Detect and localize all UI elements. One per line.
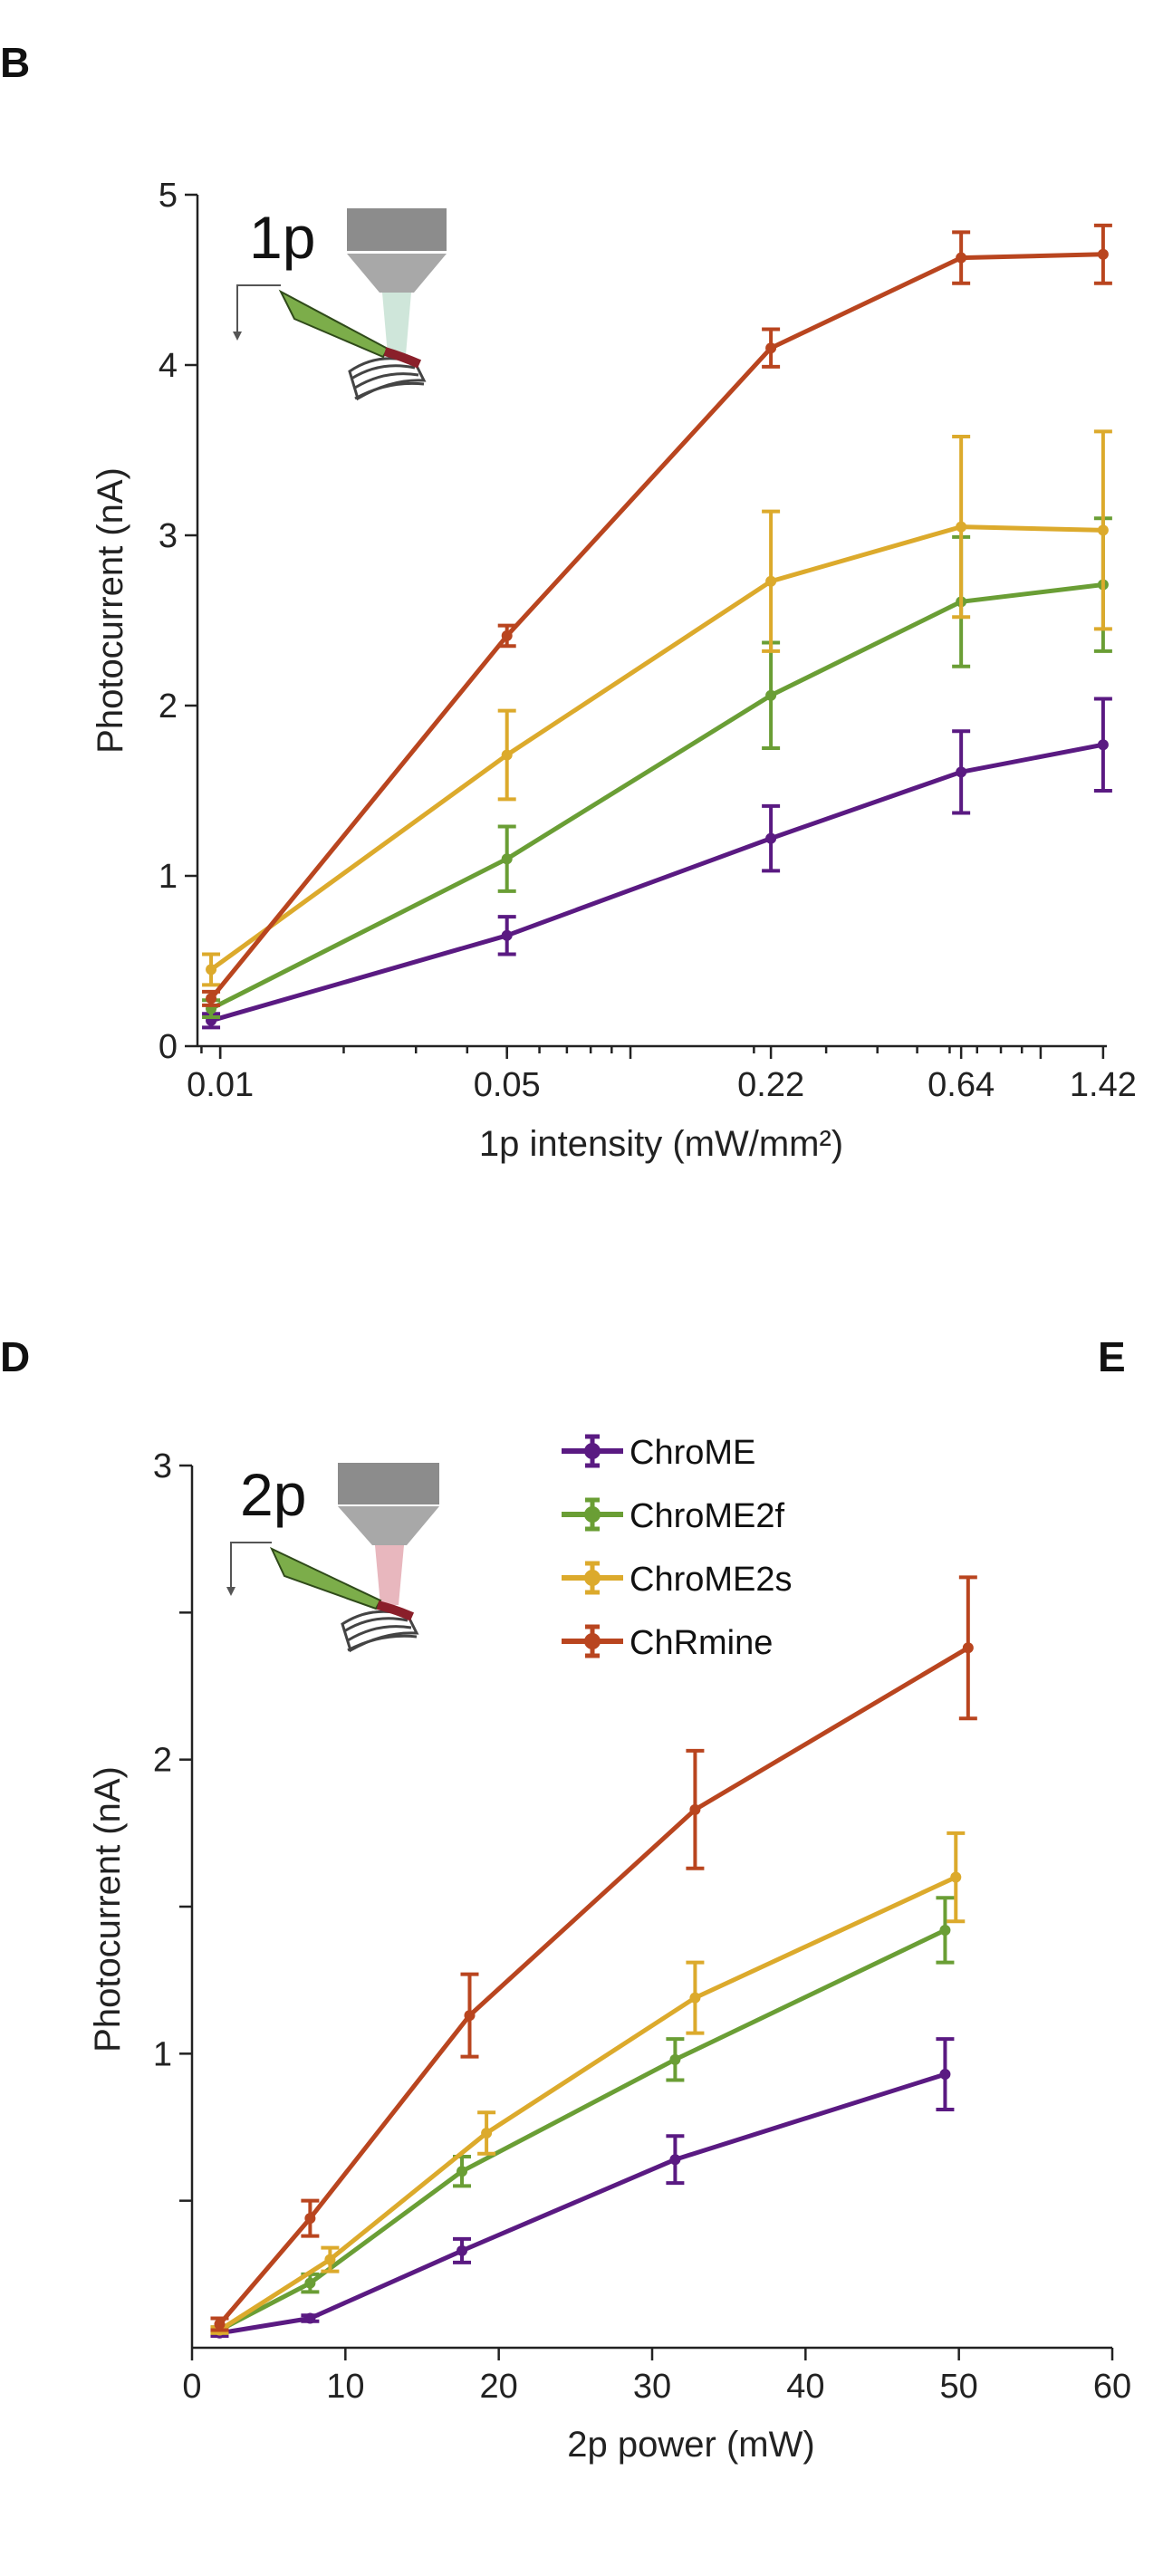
chart-b-inset-label: 1p xyxy=(249,204,315,271)
chart-d-data-point xyxy=(939,2069,951,2081)
chart-b-axes: 0 1 2 3 4 5 0.01 0.05 0.22 0.64 1.42 xyxy=(159,177,1137,1104)
chart-b-series-chrome xyxy=(202,697,1112,1030)
chart-d-inset-label: 2p xyxy=(240,1461,306,1528)
chart-b-x-axis-title: 1p intensity (mW/mm²) xyxy=(479,1124,843,1164)
chart-b-data-point xyxy=(501,929,513,941)
chart-b-series xyxy=(202,223,1112,1030)
chart-b-series-line xyxy=(209,524,1103,972)
chart-b-data-point xyxy=(765,342,777,354)
chart-b-series-line xyxy=(209,252,1103,1000)
chart-d-y-axis-title: Photocurrent (nA) xyxy=(88,1766,128,2052)
legend-label-chrome: ChroME xyxy=(630,1434,755,1472)
chart-d-data-point xyxy=(689,1992,701,2004)
chart-b-data-point xyxy=(956,521,967,533)
chart-b-y-tick-label: 4 xyxy=(159,347,178,385)
chart-d-data-point xyxy=(304,2213,316,2225)
chart-b-y-tick-label: 5 xyxy=(159,177,178,215)
chart-d-x-tick-label: 40 xyxy=(786,2368,824,2406)
chart-d-data-point xyxy=(324,2254,336,2265)
chart-b-x-tick-label: 0.64 xyxy=(928,1066,995,1104)
chart-d-x-axis-title: 2p power (mW) xyxy=(567,2425,814,2465)
panel-letter-e: E xyxy=(1098,1333,1126,1380)
chart-d-data-point xyxy=(457,2244,468,2256)
chart-b-data-point xyxy=(501,630,513,641)
chart-d-data-point xyxy=(689,1803,701,1815)
panel-letter-b: B xyxy=(0,39,30,86)
chart-b: 1p 0 1 2 3 4 5 0.01 0.05 0.22 0.64 1.42 1p intensi… xyxy=(91,177,1137,1164)
chart-d-x-tick-label: 60 xyxy=(1093,2368,1131,2406)
chart-d-series-chrome2s xyxy=(210,1831,966,2336)
slice-icon xyxy=(341,1600,419,1653)
chart-b-data-point xyxy=(501,853,513,865)
chart-b-data-point xyxy=(956,766,967,778)
chart-b-y-tick-label: 0 xyxy=(159,1028,178,1066)
chart-d-inset: 2p xyxy=(226,1461,439,1653)
chart-b-data-point xyxy=(206,964,217,976)
chart-d-legend: ChroME ChroME2f ChroME2s xyxy=(562,1434,793,1662)
pipette-icon xyxy=(226,1542,382,1610)
chart-d-data-point xyxy=(950,1871,962,1883)
chart-b-inset: 1p xyxy=(233,204,447,401)
chart-d-x-tick-label: 30 xyxy=(633,2368,671,2406)
chart-b-data-point xyxy=(765,689,777,701)
chart-d-data-point xyxy=(457,2166,468,2177)
chart-b-data-point xyxy=(765,575,777,587)
chart-b-x-tick-label: 0.22 xyxy=(737,1066,804,1104)
chart-d-series-line xyxy=(217,1646,970,2326)
chart-b-series-chrome2s xyxy=(202,429,1112,987)
chart-b-x-tick-label: 0.01 xyxy=(187,1066,254,1104)
chart-d-y-tick-label: 2 xyxy=(153,1742,172,1780)
chart-b-data-point xyxy=(1097,524,1109,536)
chart-b-data-point xyxy=(1097,248,1109,260)
chart-d-data-point xyxy=(304,2312,316,2324)
chart-d-x-tick-label: 10 xyxy=(326,2368,364,2406)
legend-label-chrome2f: ChroME2f xyxy=(630,1497,784,1535)
legend-item-chrmine: ChRmine xyxy=(562,1624,773,1662)
chart-b-x-tick-label: 0.05 xyxy=(474,1066,541,1104)
chart-d-series-chrmine xyxy=(210,1575,977,2332)
chart-b-series-line xyxy=(209,582,1104,1011)
slice-icon xyxy=(348,347,427,401)
chart-d-data-point xyxy=(481,2127,493,2139)
chart-d-data-point xyxy=(304,2277,316,2289)
chart-d-series-line xyxy=(219,2071,947,2336)
chart-b-series-chrmine xyxy=(202,223,1112,1007)
chart-d-series xyxy=(210,1575,977,2339)
pipette-icon xyxy=(233,284,389,359)
chart-b-y-tick-label: 3 xyxy=(159,517,178,555)
chart-d-data-point xyxy=(464,2010,476,2022)
chart-b-series-line xyxy=(210,742,1104,1024)
chart-b-data-point xyxy=(765,832,777,844)
chart-b-y-tick-label: 2 xyxy=(159,687,178,726)
legend-label-chrmine: ChRmine xyxy=(630,1624,773,1662)
chart-d-data-point xyxy=(214,2319,226,2331)
panel-letter-d: D xyxy=(0,1333,30,1380)
chart-b-data-point xyxy=(206,993,217,1004)
objective-icon xyxy=(338,1463,439,1605)
chart-d-data-point xyxy=(669,2154,681,2166)
chart-b-y-axis-title: Photocurrent (nA) xyxy=(91,467,130,754)
chart-d-x-tick-label: 50 xyxy=(940,2368,978,2406)
chart-d-y-tick-label: 3 xyxy=(153,1447,172,1485)
chart-d-data-point xyxy=(939,1924,951,1936)
chart-b-data-point xyxy=(501,749,513,761)
chart-d-series-chrome xyxy=(210,2037,955,2339)
chart-d-data-point xyxy=(669,2053,681,2065)
legend-item-chrome2s: ChroME2s xyxy=(562,1561,793,1599)
objective-icon xyxy=(347,208,447,355)
legend-item-chrome: ChroME xyxy=(562,1434,755,1472)
legend-label-chrome2s: ChroME2s xyxy=(630,1561,793,1599)
chart-d-x-tick-label: 0 xyxy=(182,2368,201,2406)
chart-b-data-point xyxy=(956,252,967,264)
chart-d-data-point xyxy=(962,1642,974,1654)
chart-d-x-tick-label: 20 xyxy=(480,2368,518,2406)
chart-b-data-point xyxy=(1097,739,1109,751)
legend-item-chrome2f: ChroME2f xyxy=(562,1497,784,1535)
chart-d-y-tick-label: 1 xyxy=(153,2035,172,2073)
chart-b-x-tick-label: 1.42 xyxy=(1070,1066,1137,1104)
chart-b-y-tick-label: 1 xyxy=(159,858,178,896)
